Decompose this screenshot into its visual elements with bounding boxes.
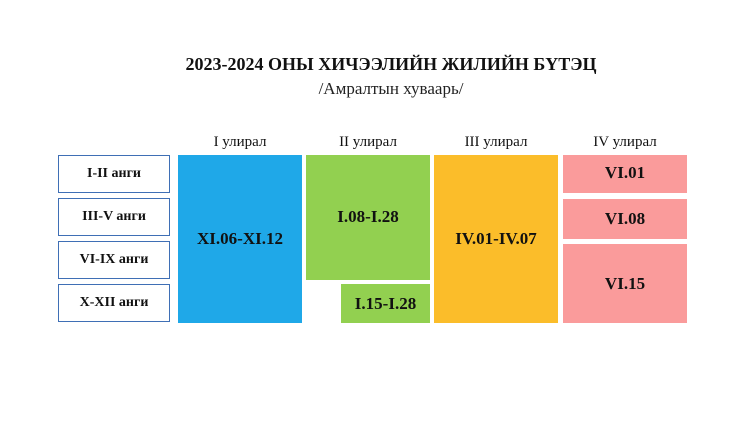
semester-header: IV улирал: [593, 134, 657, 150]
break-block: I.08-I.28: [306, 155, 430, 280]
break-block: VI.15: [563, 244, 687, 323]
grade-label: VI-IX анги: [58, 241, 170, 279]
break-block: VI.01: [563, 155, 687, 193]
semester-header: I улирал: [213, 134, 267, 150]
subtitle: /Амралтын хуваарь/: [318, 79, 464, 98]
grade-label: I-II анги: [58, 155, 170, 193]
semester-header: III улирал: [464, 134, 528, 150]
semester-header: II улирал: [339, 134, 397, 150]
grade-label: X-XII анги: [58, 284, 170, 322]
title: 2023-2024 ОНЫ ХИЧЭЭЛИЙН ЖИЛИЙН БҮТЭЦ: [185, 54, 597, 74]
break-block: VI.08: [563, 199, 687, 239]
break-block: XI.06-XI.12: [178, 155, 302, 323]
grade-label: III-V анги: [58, 198, 170, 236]
break-block: I.15-I.28: [341, 284, 430, 323]
break-block: IV.01-IV.07: [434, 155, 558, 323]
